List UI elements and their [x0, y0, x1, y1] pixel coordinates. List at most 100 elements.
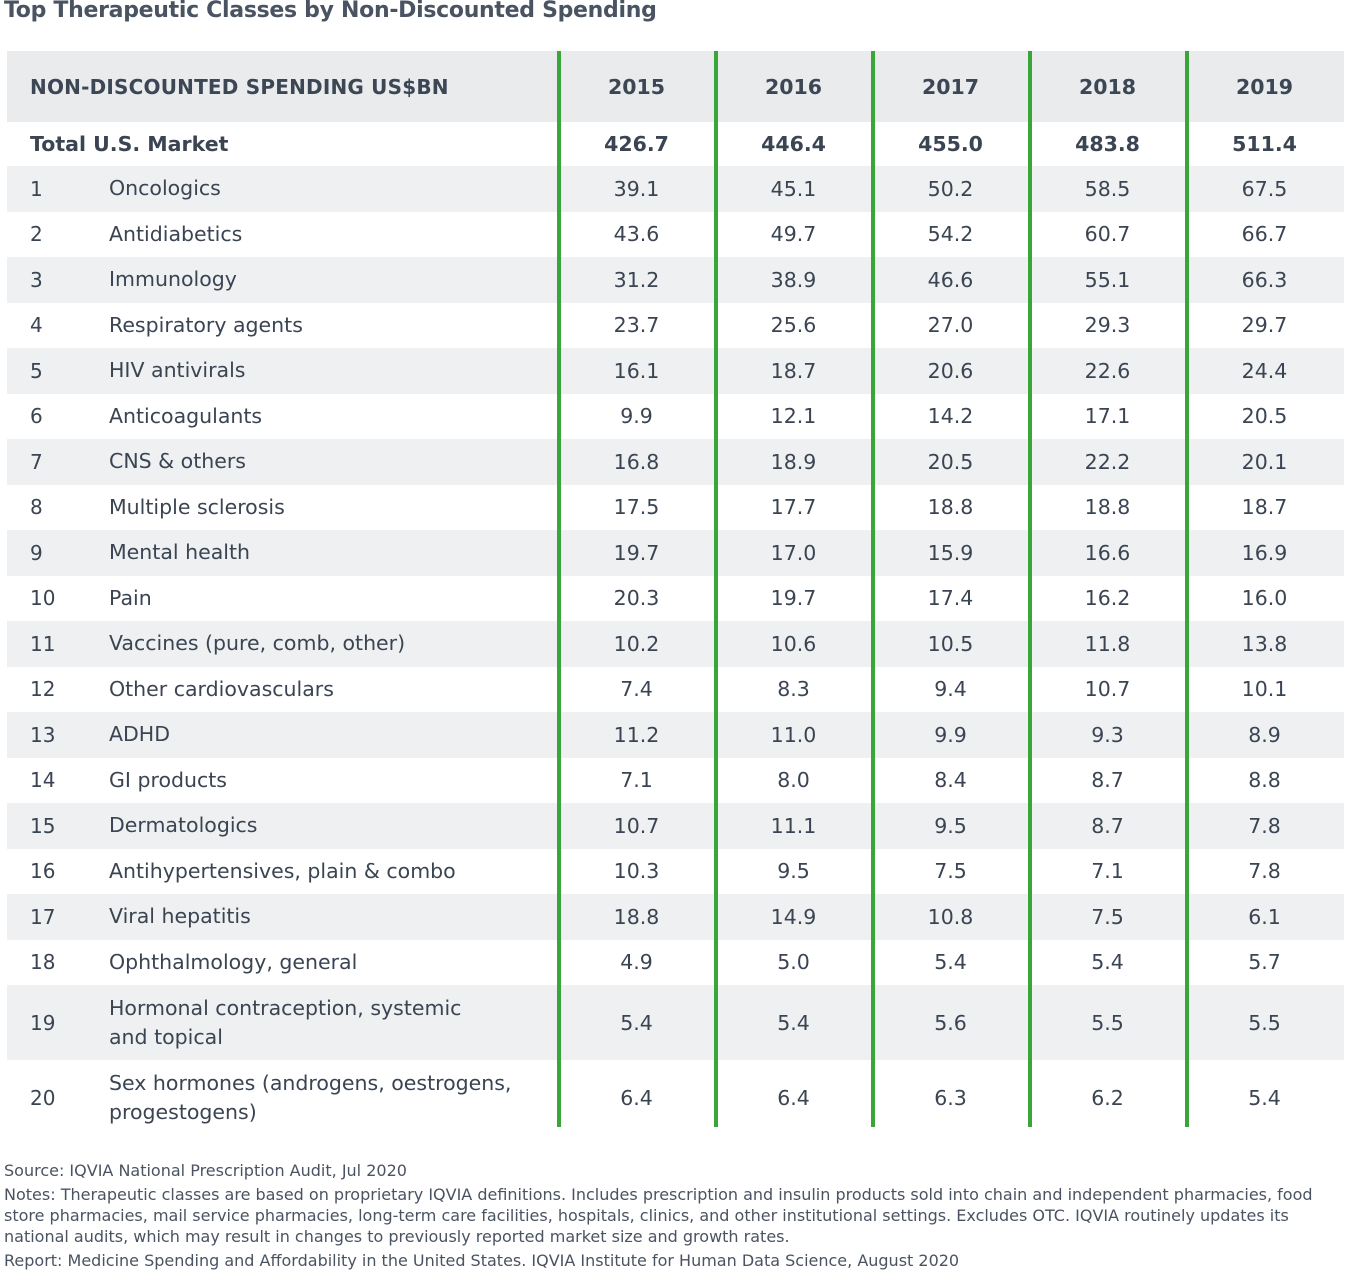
rank-number: 9 [30, 540, 43, 565]
class-name-line: HIV antivirals [109, 358, 246, 383]
table-row: 2 Antidiabetics 43.6 49.7 54.2 60.7 66.7 [7, 212, 1344, 258]
table-row: 12 Other cardiovasculars 7.4 8.3 9.4 10.7 10.1 [7, 667, 1344, 713]
spending-value: 5.4 [1248, 1085, 1281, 1110]
class-name-line: Pain [109, 585, 152, 610]
spending-value: 7.8 [1248, 859, 1281, 884]
spending-value: 20.1 [1241, 449, 1288, 474]
spending-value: 10.3 [613, 859, 660, 884]
table-header-row: NON-DISCOUNTED SPENDING US$BN 2015 2016 … [7, 51, 1344, 122]
spending-value: 7.1 [620, 768, 653, 793]
class-name: Oncologics [109, 174, 221, 203]
spending-value: 16.2 [1084, 586, 1131, 611]
class-name-line: ADHD [109, 722, 171, 747]
spending-value: 11.0 [770, 722, 817, 747]
rank-number: 5 [30, 358, 43, 383]
spending-value: 17.7 [770, 495, 817, 520]
spending-value: 11.1 [770, 813, 817, 838]
class-name-line: Vaccines (pure, comb, other) [109, 631, 406, 656]
total-label: Total U.S. Market [30, 132, 229, 156]
spending-value: 18.8 [1084, 495, 1131, 520]
class-name: Pain [109, 584, 152, 613]
total-value: 511.4 [1232, 132, 1297, 156]
spending-value: 8.0 [777, 768, 810, 793]
rank-number: 20 [30, 1085, 56, 1110]
spending-value: 13.8 [1241, 631, 1288, 656]
class-name-line: Antidiabetics [109, 221, 243, 246]
table-row: 10 Pain 20.3 19.7 17.4 16.2 16.0 [7, 576, 1344, 622]
spending-value: 20.5 [1241, 404, 1288, 429]
spending-value: 22.2 [1084, 449, 1131, 474]
class-name-line: Viral hepatitis [109, 904, 251, 929]
column-divider [714, 51, 718, 1127]
spending-value: 27.0 [927, 313, 974, 338]
spending-value: 17.0 [770, 540, 817, 565]
spending-value: 7.1 [1091, 859, 1124, 884]
spending-value: 7.8 [1248, 813, 1281, 838]
class-name-line: Anticoagulants [109, 403, 263, 428]
spending-value: 20.3 [613, 586, 660, 611]
table-row: 20 Sex hormones (androgens, oestrogens, pr… [7, 1060, 1344, 1135]
class-name: Antidiabetics [109, 220, 242, 249]
spending-value: 8.9 [1248, 722, 1281, 747]
spending-value: 10.2 [613, 631, 660, 656]
spending-value: 54.2 [927, 222, 974, 247]
footnotes: Source: IQVIA National Prescription Audi… [4, 1160, 1348, 1274]
spending-value: 19.7 [770, 586, 817, 611]
rank-number: 15 [30, 813, 56, 838]
rank-number: 18 [30, 950, 56, 975]
column-divider [1185, 51, 1189, 1127]
total-value: 426.7 [604, 132, 669, 156]
spending-value: 5.4 [1091, 950, 1124, 975]
spending-value: 38.9 [770, 267, 817, 292]
spending-value: 50.2 [927, 176, 974, 201]
header-label: NON-DISCOUNTED SPENDING US$BN [30, 74, 449, 99]
rank-number: 16 [30, 859, 56, 884]
rank-number: 3 [30, 267, 43, 292]
table-row: 8 Multiple sclerosis 17.5 17.7 18.8 18.8 18.7 [7, 485, 1344, 531]
class-name-line: Sex hormones (androgens, oestrogens, [109, 1070, 512, 1095]
spending-value: 6.2 [1091, 1085, 1124, 1110]
spending-value: 66.3 [1241, 267, 1288, 292]
spending-value: 11.2 [613, 722, 660, 747]
spending-value: 5.5 [1248, 1010, 1281, 1035]
class-name-line: Mental health [109, 540, 250, 565]
spending-value: 5.5 [1091, 1010, 1124, 1035]
class-name: Mental health [109, 538, 250, 567]
spending-value: 5.4 [620, 1010, 653, 1035]
table-row: 14 GI products 7.1 8.0 8.4 8.7 8.8 [7, 758, 1344, 804]
class-name-line: CNS & others [109, 449, 246, 474]
class-name: Ophthalmology, general [109, 948, 357, 977]
class-name: GI products [109, 766, 227, 795]
table-row: 15 Dermatologics 10.7 11.1 9.5 8.7 7.8 [7, 803, 1344, 849]
header-year: 2017 [921, 74, 980, 99]
table-row: 7 CNS & others 16.8 18.9 20.5 22.2 20.1 [7, 439, 1344, 485]
spending-value: 6.4 [620, 1085, 653, 1110]
spending-value: 17.1 [1084, 404, 1131, 429]
spending-value: 6.4 [777, 1085, 810, 1110]
spending-value: 18.9 [770, 449, 817, 474]
spending-value: 20.5 [927, 449, 974, 474]
spending-value: 5.7 [1248, 950, 1281, 975]
spending-value: 10.7 [613, 813, 660, 838]
spending-value: 9.5 [777, 859, 810, 884]
notes-text: Notes: Therapeutic classes are based on … [4, 1185, 1313, 1246]
table-title: Top Therapeutic Classes by Non-Discounte… [4, 0, 657, 23]
class-name-line: Immunology [109, 267, 237, 292]
rank-number: 1 [30, 176, 43, 201]
class-name-line: Respiratory agents [109, 312, 303, 337]
class-name: Respiratory agents [109, 311, 303, 340]
spending-value: 9.9 [620, 404, 653, 429]
spending-value: 46.6 [927, 267, 974, 292]
spending-value: 17.4 [927, 586, 974, 611]
class-name-line: Ophthalmology, general [109, 949, 358, 974]
class-name-line: Dermatologics [109, 813, 258, 838]
class-name: Immunology [109, 265, 237, 294]
spending-value: 19.7 [613, 540, 660, 565]
spending-table: NON-DISCOUNTED SPENDING US$BN 2015 2016 … [7, 51, 1344, 1135]
class-name-line: Antihypertensives, plain & combo [109, 858, 456, 883]
class-name-line: Multiple sclerosis [109, 494, 285, 519]
class-name: Multiple sclerosis [109, 493, 285, 522]
spending-value: 16.8 [613, 449, 660, 474]
spending-value: 10.7 [1084, 677, 1131, 702]
class-name: Other cardiovasculars [109, 675, 334, 704]
